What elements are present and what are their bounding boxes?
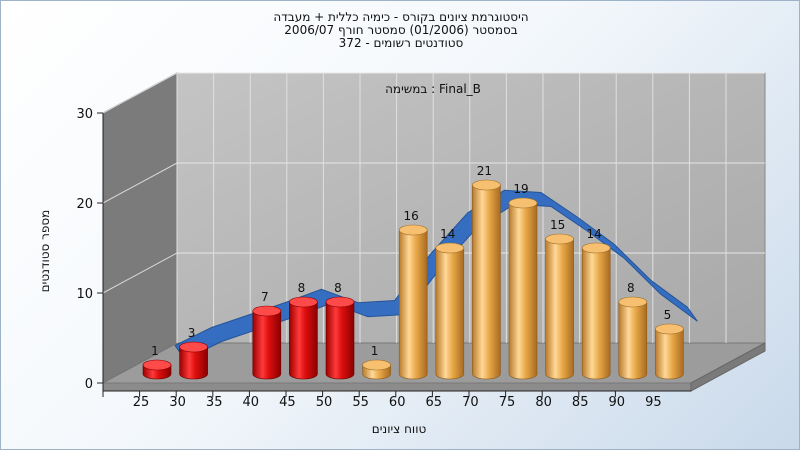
chart-title-block: היסטוגרמת ציונים בקורס - כימיה כללית + מ… (1, 11, 800, 50)
x-axis-title: טווח ציונים (372, 422, 427, 436)
y-tick-label: 10 (76, 287, 93, 302)
bar-50: 8 (325, 281, 355, 380)
x-tick-label: 40 (243, 395, 260, 410)
data-label: 8 (334, 281, 342, 295)
y-tick-label: 30 (76, 107, 93, 122)
data-label: 16 (404, 209, 419, 223)
x-tick-label: 60 (389, 395, 406, 410)
axes-group (102, 113, 691, 392)
bar-40: 7 (252, 290, 282, 380)
bar-55: 1 (362, 344, 391, 380)
chart-floor-front (102, 382, 692, 392)
y-tick-label: 0 (85, 377, 93, 392)
chart-left-wall (102, 72, 178, 384)
data-label: 19 (513, 182, 528, 196)
bar-70: 21 (472, 164, 501, 380)
x-tick-label: 55 (352, 395, 369, 410)
x-tick-label: 80 (535, 395, 552, 410)
data-label: 1 (151, 344, 159, 358)
bar-25: 1 (142, 344, 172, 380)
grid-lines (102, 72, 765, 343)
x-tick-label: 45 (279, 395, 296, 410)
bar-85: 14 (581, 227, 611, 380)
x-tick-label: 50 (316, 395, 333, 410)
bars-group: 1 3 7 8 8 1 16 14 21 19 15 14 8 5 (142, 164, 684, 380)
x-tick-label: 75 (499, 395, 516, 410)
data-label: 8 (627, 281, 635, 295)
x-tick-label: 25 (133, 395, 150, 410)
chart-title-line-1: היסטוגרמת ציונים בקורס - כימיה כללית + מ… (273, 10, 529, 24)
bar-95: 5 (655, 308, 684, 380)
data-label: 7 (261, 290, 269, 304)
bar-80: 15 (545, 218, 574, 380)
data-label: 8 (298, 281, 306, 295)
distribution-curve (174, 189, 698, 361)
bar-75: 19 (508, 182, 538, 380)
x-axis-ticks: 25 30 35 40 45 50 55 60 65 70 75 80 85 90 95 (102, 391, 662, 410)
x-tick-label: 85 (572, 395, 589, 410)
data-label: 3 (188, 326, 196, 340)
x-tick-label: 90 (609, 395, 626, 410)
chart-right-side (690, 342, 766, 392)
data-label: 14 (440, 227, 455, 241)
chart-title-line-2: בסמסטר (01/2006) סמסטר חורף 2006/07 (284, 23, 518, 37)
bar-60: 16 (398, 209, 428, 380)
x-tick-label: 65 (426, 395, 443, 410)
x-tick-label: 35 (206, 395, 223, 410)
data-label: 14 (587, 227, 602, 241)
bar-90: 8 (618, 281, 648, 380)
x-tick-label: 95 (645, 395, 662, 410)
y-axis-title: מספר סטודנטים (38, 210, 52, 293)
data-label: 15 (550, 218, 565, 232)
x-tick-label: 70 (462, 395, 479, 410)
chart-subtitle: במשימה : Final_B (385, 82, 481, 96)
bar-45: 8 (289, 281, 318, 380)
bar-30: 3 (179, 326, 208, 380)
data-label: 21 (477, 164, 492, 178)
data-label: 5 (664, 308, 672, 322)
curve-ribbon (174, 189, 698, 361)
x-tick-label: 30 (169, 395, 186, 410)
chart-title-line-3: סטודנטים רשומים - 372 (338, 36, 464, 50)
y-axis-ticks: 0 10 20 30 (76, 107, 103, 392)
data-label: 1 (371, 344, 379, 358)
bar-65: 14 (435, 227, 465, 380)
y-tick-label: 20 (76, 197, 93, 212)
